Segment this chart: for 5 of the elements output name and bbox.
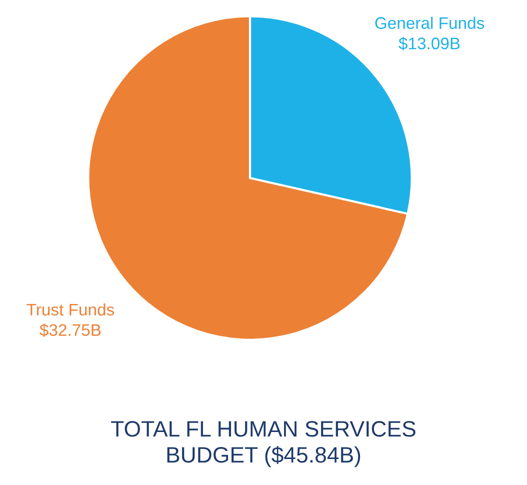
data-label: $13.09B xyxy=(398,36,460,50)
text: TOTAL FL HUMAN SERVICES BUDGET ($45.84B) xyxy=(111,421,416,468)
data-label: $32.75B xyxy=(40,323,101,337)
slice-label: Trust Funds xyxy=(26,303,114,316)
slice-label: General Funds xyxy=(375,16,484,29)
